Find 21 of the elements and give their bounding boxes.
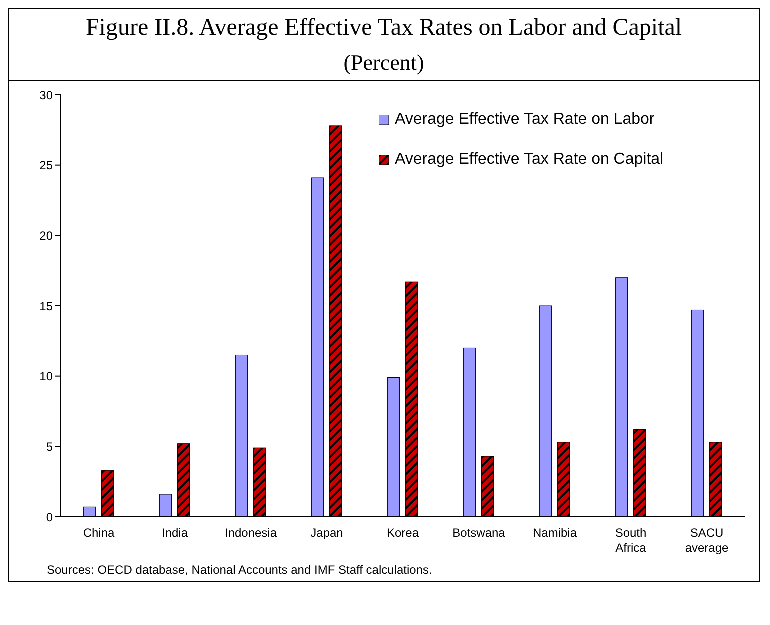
- legend-label: Average Effective Tax Rate on Labor: [395, 111, 655, 129]
- x-tick-label: Botswana: [452, 526, 506, 540]
- y-tick-label: 20: [40, 228, 54, 243]
- source-note: Sources: OECD database, National Accounts and IMF Staff calculations.: [47, 563, 434, 577]
- y-tick-label: 30: [40, 88, 54, 102]
- x-tick-label: China: [83, 526, 115, 540]
- chart-subtitle: (Percent): [342, 49, 426, 77]
- x-tick-label: Korea: [386, 526, 420, 540]
- x-tick-label: SACU average: [685, 526, 730, 555]
- x-tick-label: Namibia: [532, 526, 578, 540]
- y-tick-label: 0: [46, 510, 54, 524]
- legend-label: Average Effective Tax Rate on Capital: [395, 151, 664, 169]
- y-tick-label: 15: [40, 299, 54, 314]
- x-tick-label: Indonesia: [224, 526, 278, 540]
- x-tick-label: South Africa: [615, 526, 647, 555]
- x-tick-label: Japan: [310, 526, 344, 540]
- x-tick-label: India: [162, 526, 188, 540]
- y-tick-label: 25: [40, 158, 54, 173]
- chart-title: Figure II.8. Average Effective Tax Rates on Labor and Capital: [84, 14, 684, 42]
- y-tick-label: 10: [40, 370, 54, 384]
- y-tick-label: 5: [46, 440, 54, 454]
